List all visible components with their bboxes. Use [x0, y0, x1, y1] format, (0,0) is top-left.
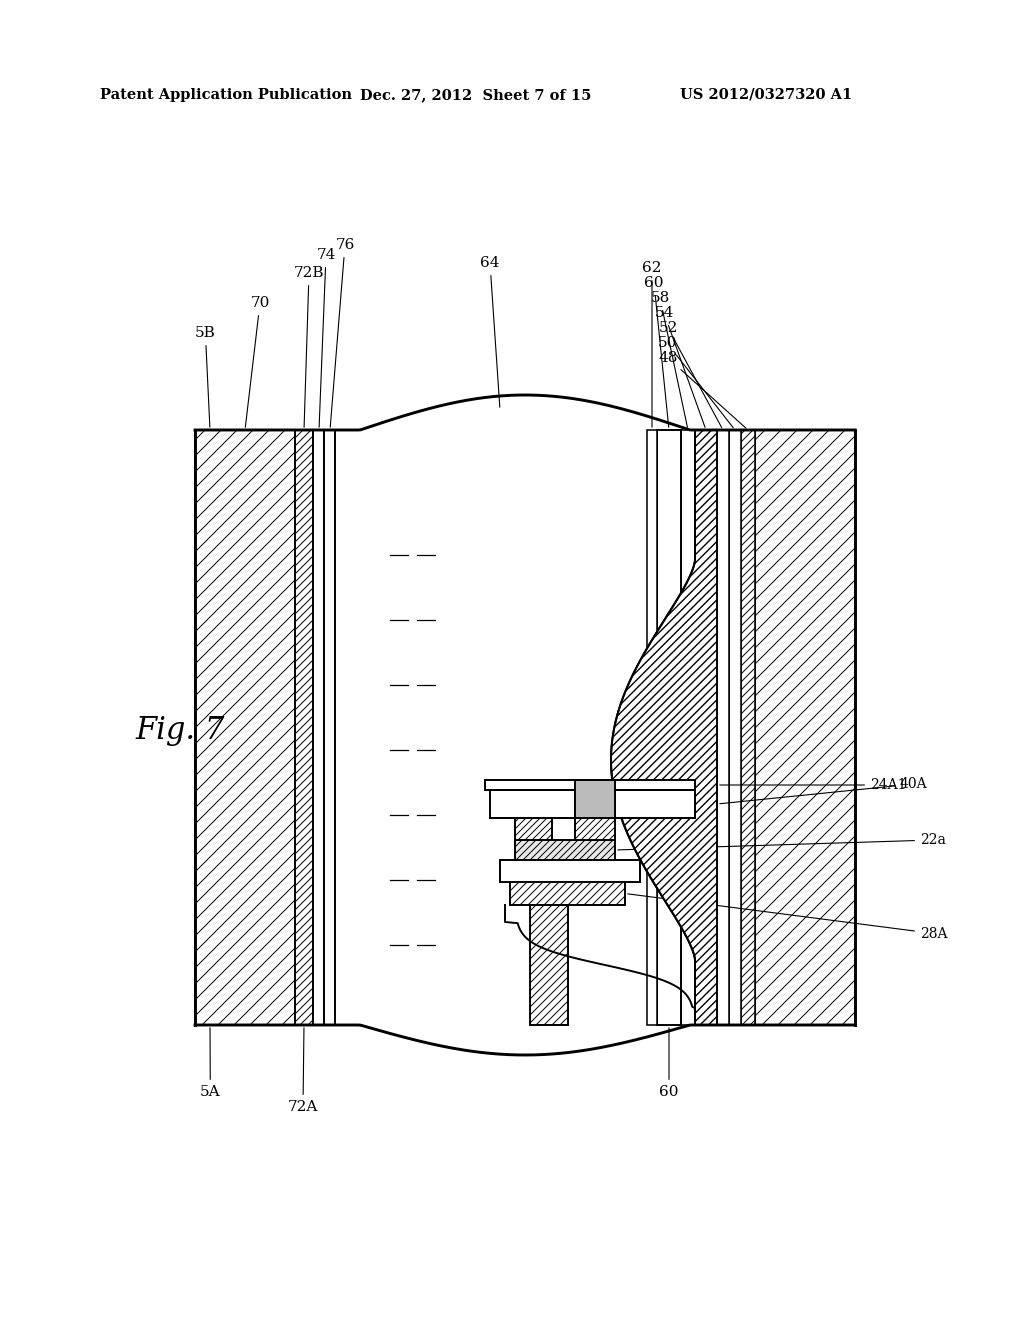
Bar — [195, 430, 295, 1026]
Bar — [500, 861, 640, 882]
Text: 72A: 72A — [288, 1028, 318, 1114]
Text: Patent Application Publication: Patent Application Publication — [100, 88, 352, 102]
Bar — [657, 430, 681, 1026]
Text: 5A: 5A — [200, 1028, 220, 1100]
Text: 22a: 22a — [617, 833, 946, 850]
Bar — [615, 789, 695, 818]
Text: 76: 76 — [330, 238, 354, 428]
Text: 24A1: 24A1 — [720, 777, 906, 792]
Text: 70: 70 — [246, 296, 269, 428]
Bar — [485, 780, 695, 789]
Bar — [575, 818, 615, 840]
Bar — [515, 818, 552, 840]
Bar — [530, 906, 568, 1026]
Bar — [647, 430, 657, 1026]
Text: 54: 54 — [654, 306, 706, 428]
Text: 28A: 28A — [628, 894, 947, 940]
Text: 58: 58 — [650, 290, 687, 428]
Bar — [515, 840, 615, 861]
Bar — [729, 430, 741, 1026]
Bar — [295, 430, 313, 1026]
Text: US 2012/0327320 A1: US 2012/0327320 A1 — [680, 88, 852, 102]
Text: 50: 50 — [657, 337, 733, 428]
Bar — [313, 430, 324, 1026]
Text: 62: 62 — [642, 261, 662, 428]
Bar — [510, 882, 625, 906]
Bar — [324, 430, 335, 1026]
Text: 60: 60 — [659, 1028, 679, 1100]
Bar — [741, 430, 755, 1026]
Text: 48: 48 — [658, 351, 745, 428]
Bar — [681, 430, 695, 1026]
Text: 52: 52 — [658, 321, 722, 428]
Text: Fig. 7: Fig. 7 — [135, 714, 224, 746]
Bar — [490, 789, 575, 818]
Bar — [575, 780, 615, 818]
Text: 40A: 40A — [720, 777, 928, 804]
Text: 74: 74 — [316, 248, 336, 428]
Bar — [695, 430, 717, 1026]
Bar — [755, 430, 855, 1026]
Text: 72B: 72B — [294, 267, 325, 428]
Text: Dec. 27, 2012  Sheet 7 of 15: Dec. 27, 2012 Sheet 7 of 15 — [360, 88, 592, 102]
Polygon shape — [611, 430, 717, 1026]
Text: 64: 64 — [480, 256, 500, 408]
Bar — [335, 430, 647, 1026]
Text: 60: 60 — [644, 276, 669, 428]
Bar — [717, 430, 729, 1026]
Text: 5B: 5B — [195, 326, 216, 428]
